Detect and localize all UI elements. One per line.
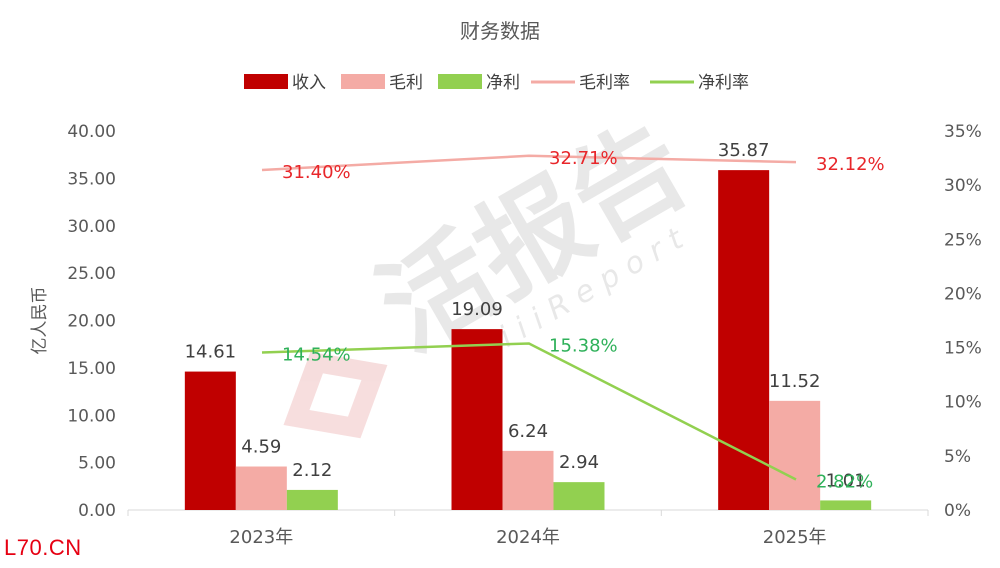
legend-swatch-1 — [341, 74, 385, 89]
x-tick-label: 2025年 — [763, 527, 827, 548]
legend-swatch-2 — [438, 74, 482, 89]
line-value-label: 15.38% — [549, 335, 618, 356]
bar-value-label: 2.94 — [559, 452, 599, 473]
y-tick-label: 10.00 — [67, 406, 116, 426]
y-tick-label: 15.00 — [67, 359, 116, 379]
line-value-label: 31.40% — [282, 162, 351, 183]
legend-label-3: 毛利率 — [579, 73, 630, 93]
y-tick-label: 5.00 — [78, 454, 116, 474]
line-value-label: 14.54% — [282, 345, 351, 366]
y-tick-label: 25.00 — [67, 264, 116, 284]
legend-label-2: 净利 — [486, 73, 520, 93]
y2-tick-label: 25% — [944, 230, 982, 250]
legend-label-1: 毛利 — [389, 73, 423, 93]
bar-毛利 — [502, 450, 554, 510]
bar-收入 — [451, 329, 503, 510]
bar-value-label: 2.12 — [292, 460, 332, 481]
x-tick-label: 2024年 — [496, 527, 560, 548]
bar-毛利 — [769, 400, 821, 510]
y-tick-label: 0.00 — [78, 501, 116, 521]
bar-净利 — [286, 489, 338, 510]
chart-title: 财务数据 — [460, 19, 540, 43]
legend-swatch-0 — [244, 74, 288, 89]
source-tag: L70.CN — [4, 535, 82, 560]
line-value-label: 32.71% — [549, 148, 618, 169]
bar-value-label: 11.52 — [769, 371, 821, 392]
bar-收入 — [184, 371, 236, 510]
legend-label-0: 收入 — [292, 73, 326, 93]
watermark-logo-icon — [283, 351, 388, 439]
y2-tick-label: 35% — [944, 122, 982, 142]
line-毛利率 — [261, 154, 797, 172]
y2-tick-label: 15% — [944, 339, 982, 359]
bar-value-label: 4.59 — [241, 437, 281, 458]
bar-value-label: 19.09 — [451, 299, 503, 320]
y-tick-label: 20.00 — [67, 312, 116, 332]
y-tick-label: 35.00 — [67, 169, 116, 189]
y2-tick-label: 30% — [944, 176, 982, 196]
line-value-label: 2.82% — [816, 471, 873, 492]
bar-value-label: 6.24 — [508, 421, 548, 442]
legend-label-4: 净利率 — [698, 73, 749, 93]
x-tick-label: 2023年 — [229, 527, 293, 548]
line-value-label: 32.12% — [816, 154, 885, 175]
line-净利率 — [261, 342, 797, 481]
bar-value-label: 35.87 — [718, 140, 770, 161]
y-tick-label: 30.00 — [67, 217, 116, 237]
y-tick-label: 40.00 — [67, 122, 116, 142]
y2-tick-label: 5% — [944, 447, 971, 467]
bar-净利 — [820, 500, 872, 510]
bar-毛利 — [235, 466, 287, 510]
bar-收入 — [718, 170, 770, 510]
y-axis-title: 亿人民币 — [30, 287, 50, 355]
y2-tick-label: 0% — [944, 501, 971, 521]
bar-净利 — [553, 482, 605, 510]
bar-value-label: 1.01 — [826, 470, 866, 491]
bar-value-label: 14.61 — [185, 342, 237, 363]
y2-tick-label: 20% — [944, 284, 982, 304]
y2-tick-label: 10% — [944, 393, 982, 413]
